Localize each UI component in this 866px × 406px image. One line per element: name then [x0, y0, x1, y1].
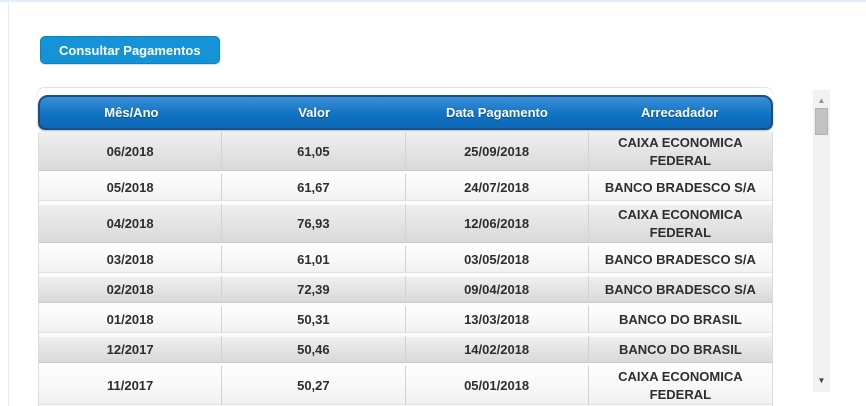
cell-arrecadador: CAIXA ECONOMICA FEDERAL	[618, 135, 743, 168]
vertical-scrollbar[interactable]: ▲ ▼	[813, 90, 830, 392]
cell-valor: 76,93	[222, 204, 406, 244]
cell-valor: 61,67	[222, 174, 406, 202]
cell-arrecadador: BANCO DO BRASIL	[618, 341, 742, 357]
table-row: 03/2018 61,01 03/05/2018 BANCO BRADESCO S/A	[39, 246, 772, 277]
scroll-up-arrow-icon[interactable]: ▲	[817, 96, 826, 105]
scroll-down-arrow-icon[interactable]: ▼	[817, 376, 826, 385]
column-header-mes-ano: Mês/Ano	[104, 105, 159, 120]
cell-mes-ano: 03/2018	[39, 246, 223, 274]
cell-arrecadador: BANCO BRADESCO S/A	[604, 251, 756, 267]
column-header-valor: Valor	[298, 105, 331, 120]
panel-top-hairline	[37, 87, 773, 95]
cell-valor: 61,05	[222, 132, 406, 172]
cell-arrecadador: CAIXA ECONOMICA FEDERAL	[618, 369, 743, 402]
cell-valor: 61,01	[222, 246, 406, 274]
cell-mes-ano: 02/2018	[39, 276, 223, 304]
cell-valor: 72,39	[222, 276, 406, 304]
cell-data-pagamento: 13/03/2018	[406, 306, 589, 334]
cell-mes-ano: 11/2017	[39, 366, 223, 406]
left-edge-divider	[8, 2, 9, 406]
column-header-data-pagamento: Data Pagamento	[445, 105, 548, 120]
cell-mes-ano: 12/2017	[39, 336, 223, 364]
cell-data-pagamento: 25/09/2018	[406, 132, 589, 172]
cell-data-pagamento: 05/01/2018	[406, 366, 589, 406]
table-row: 02/2018 72,39 09/04/2018 BANCO BRADESCO S/A	[39, 276, 772, 307]
cell-valor: 50,46	[222, 336, 406, 364]
cell-arrecadador: BANCO BRADESCO S/A	[604, 281, 756, 297]
table-body: 06/2018 61,05 25/09/2018 CAIXA ECONOMICA FE…	[38, 132, 773, 406]
table-header-row: Mês/Ano Valor Data Pagamento Arrecadador	[38, 95, 773, 130]
cell-data-pagamento: 12/06/2018	[406, 204, 589, 244]
cell-data-pagamento: 24/07/2018	[406, 174, 589, 202]
cell-arrecadador: BANCO DO BRASIL	[618, 311, 742, 327]
cell-data-pagamento: 09/04/2018	[406, 276, 589, 304]
table-row: 05/2018 61,67 24/07/2018 BANCO BRADESCO S/A	[39, 174, 772, 205]
column-header-arrecadador: Arrecadador	[640, 105, 719, 120]
cell-data-pagamento: 14/02/2018	[406, 336, 589, 364]
cell-mes-ano: 06/2018	[39, 132, 223, 172]
cell-arrecadador: BANCO BRADESCO S/A	[604, 179, 756, 195]
table-row: 12/2017 50,46 14/02/2018 BANCO DO BRASIL	[39, 336, 772, 367]
cell-arrecadador: CAIXA ECONOMICA FEDERAL	[618, 207, 743, 240]
cell-mes-ano: 04/2018	[39, 204, 223, 244]
payments-table: Mês/Ano Valor Data Pagamento Arrecadador…	[38, 95, 773, 406]
cell-mes-ano: 01/2018	[39, 306, 223, 334]
scrollbar-thumb[interactable]	[815, 108, 828, 135]
cell-data-pagamento: 03/05/2018	[406, 246, 589, 274]
cell-valor: 50,31	[222, 306, 406, 334]
table-row: 01/2018 50,31 13/03/2018 BANCO DO BRASIL	[39, 306, 772, 337]
table-row: 04/2018 76,93 12/06/2018 CAIXA ECONOMICA FE…	[39, 204, 772, 247]
cell-mes-ano: 05/2018	[39, 174, 223, 202]
table-row: 06/2018 61,05 25/09/2018 CAIXA ECONOMICA FE…	[39, 132, 772, 175]
table-row: 11/2017 50,27 05/01/2018 CAIXA ECONOMICA FE…	[39, 366, 772, 406]
consultar-pagamentos-button[interactable]: Consultar Pagamentos	[40, 36, 220, 64]
cell-valor: 50,27	[222, 366, 406, 406]
